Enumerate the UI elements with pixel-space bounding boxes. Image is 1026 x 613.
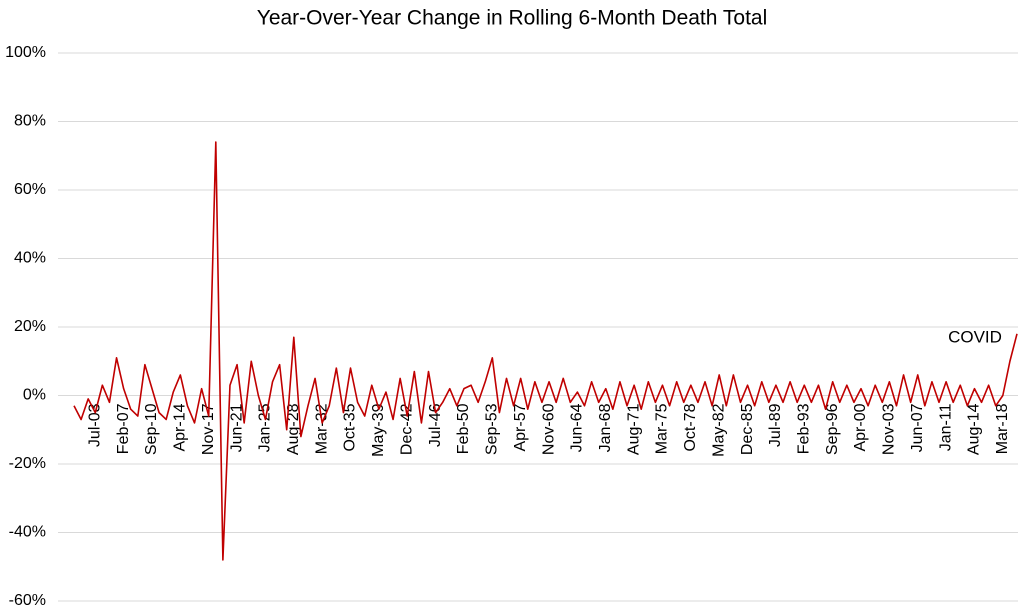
annotation: COVID: [948, 327, 1002, 346]
x-tick-label: May-82: [710, 403, 727, 456]
x-tick-label: Jul-03: [86, 403, 103, 447]
y-tick-label: 60%: [14, 181, 46, 198]
x-tick-label: Jan-11: [937, 403, 954, 451]
x-tick-label: Dec-42: [398, 403, 415, 455]
data-line: [73, 141, 1018, 561]
x-tick-label: Nov-03: [881, 403, 898, 455]
x-tick-label: Jun-21: [228, 403, 245, 452]
y-tick-label: 20%: [14, 318, 46, 335]
x-tick-label: Sep-10: [143, 403, 160, 455]
x-tick-label: Sep-53: [484, 403, 501, 455]
y-tick-label: 0%: [23, 387, 46, 404]
x-tick-label: Mar-18: [994, 403, 1011, 454]
x-tick-label: Jun-07: [909, 403, 926, 452]
x-tick-label: Mar-75: [654, 403, 671, 454]
chart-title: Year-Over-Year Change in Rolling 6-Month…: [257, 7, 768, 30]
x-tick-label: Sep-96: [824, 403, 841, 455]
x-tick-label: Oct-78: [682, 403, 699, 451]
y-tick-label: 80%: [14, 113, 46, 130]
y-tick-label: -60%: [9, 592, 46, 609]
y-tick-label: -40%: [9, 524, 46, 541]
x-tick-label: Feb-07: [115, 403, 132, 454]
x-tick-label: Feb-50: [455, 403, 472, 454]
x-tick-label: Feb-93: [796, 403, 813, 454]
y-tick-label: 100%: [5, 44, 46, 61]
x-tick-label: May-39: [370, 403, 387, 456]
y-tick-label: -20%: [9, 455, 46, 472]
x-tick-label: Jun-64: [569, 403, 586, 452]
x-tick-label: Aug-14: [966, 403, 983, 455]
x-tick-label: Nov-17: [200, 403, 217, 455]
x-tick-label: Aug-28: [285, 403, 302, 455]
x-tick-label: Mar-32: [313, 403, 330, 454]
x-tick-label: Dec-85: [739, 403, 756, 455]
x-tick-label: Jan-68: [597, 403, 614, 452]
x-tick-label: Nov-60: [540, 403, 557, 455]
x-tick-label: Apr-14: [172, 403, 189, 451]
x-tick-label: Jul-46: [427, 403, 444, 447]
x-tick-label: Apr-00: [852, 403, 869, 451]
x-tick-label: Aug-71: [625, 403, 642, 455]
y-tick-label: 40%: [14, 250, 46, 267]
x-tick-label: Apr-57: [512, 403, 529, 451]
x-tick-label: Jan-25: [257, 403, 274, 452]
x-tick-label: Jul-89: [767, 403, 784, 447]
x-tick-label: Oct-35: [342, 403, 359, 451]
